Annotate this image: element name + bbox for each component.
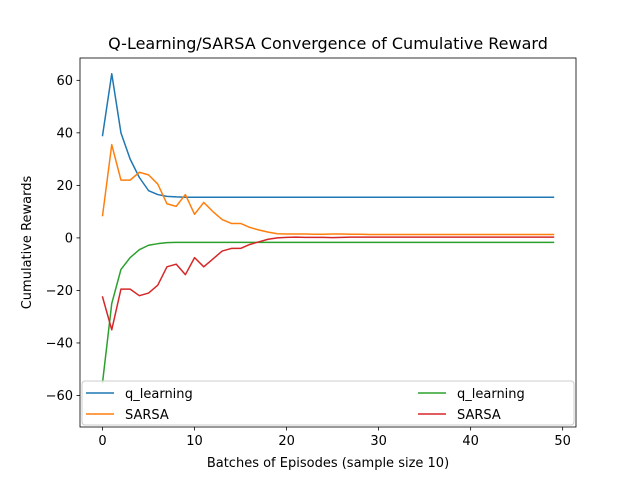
- legend-label-1: q_learning: [125, 387, 193, 402]
- legend-label-2: SARSA: [125, 408, 169, 423]
- axes-frame: [79, 57, 577, 428]
- legend-label-4: SARSA: [457, 408, 501, 423]
- y-tick-label: 40: [56, 126, 73, 141]
- series-line-2-sarsa: [101, 143, 555, 236]
- ticks-layer: 0 10 20 30 40 50 −60 −40 −20 0 20 40 60: [46, 74, 571, 449]
- series-line-4-sarsa: [101, 236, 555, 331]
- x-tick-label: 20: [278, 434, 295, 449]
- x-tick-label: 10: [186, 434, 203, 449]
- legend: q_learning SARSA q_learning SARSA: [81, 380, 575, 426]
- legend-label-3: q_learning: [457, 387, 525, 402]
- y-tick-label: 0: [65, 231, 73, 246]
- series-line-3-q-learning: [101, 241, 555, 384]
- x-axis-label: Batches of Episodes (sample size 10): [207, 456, 449, 471]
- series-line-1-q-learning: [101, 73, 555, 198]
- plot-area: [101, 73, 555, 384]
- series-layer: [101, 73, 555, 384]
- y-axis-label: Cumulative Rewards: [20, 176, 35, 310]
- y-tick-label: −40: [46, 336, 73, 351]
- y-tick-label: −60: [46, 389, 73, 404]
- y-tick-label: 20: [56, 179, 73, 194]
- x-tick-label: 30: [370, 434, 387, 449]
- x-tick-label: 40: [462, 434, 479, 449]
- x-tick-label: 50: [554, 434, 571, 449]
- x-tick-label: 0: [98, 434, 106, 449]
- legend-box: [81, 380, 575, 426]
- y-tick-label: 60: [56, 74, 73, 89]
- y-tick-label: −20: [46, 284, 73, 299]
- chart-title: Q-Learning/SARSA Convergence of Cumulati…: [108, 34, 548, 53]
